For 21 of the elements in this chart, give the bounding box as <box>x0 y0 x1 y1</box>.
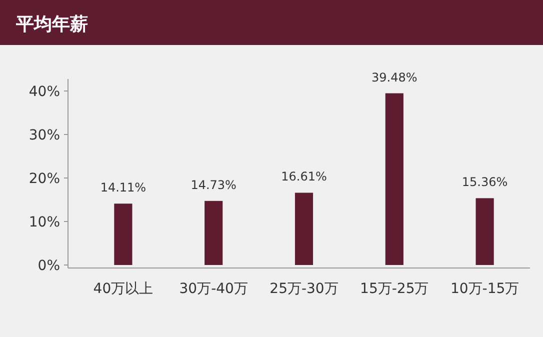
bar <box>114 204 132 265</box>
data-label: 15.36% <box>462 175 508 190</box>
data-label: 14.73% <box>190 178 236 192</box>
bar <box>385 93 404 265</box>
x-tick-label: 15万-25万 <box>360 281 429 297</box>
y-tick-label: 40% <box>28 84 60 100</box>
y-tick-label: 0% <box>38 258 60 274</box>
x-tick-label: 30万-40万 <box>179 281 248 297</box>
chart-title: 平均年薪 <box>15 14 88 35</box>
data-label: 14.11% <box>100 180 146 195</box>
y-tick-label: 10% <box>28 214 60 230</box>
data-label: 16.61% <box>281 170 327 184</box>
data-label: 39.48% <box>372 70 418 84</box>
bar <box>204 200 223 265</box>
y-tick-label: 30% <box>28 127 60 144</box>
x-tick-label: 25万-30万 <box>270 281 338 297</box>
bar <box>294 192 314 265</box>
bar <box>476 198 494 265</box>
x-tick-label: 10万-15万 <box>450 281 520 297</box>
y-tick-label: 20% <box>28 170 60 187</box>
x-tick-label: 40万以上 <box>93 281 154 297</box>
